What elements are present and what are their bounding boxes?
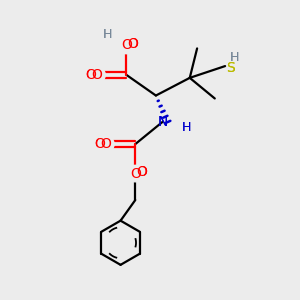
Text: O: O: [94, 137, 105, 151]
Circle shape: [89, 67, 105, 83]
Text: N: N: [157, 115, 168, 129]
Text: S: S: [226, 61, 235, 75]
Text: O: O: [128, 37, 138, 51]
Text: O: O: [136, 165, 147, 179]
Circle shape: [118, 37, 135, 54]
Text: O: O: [94, 137, 105, 151]
Text: O: O: [136, 165, 147, 179]
Text: N: N: [157, 115, 168, 129]
Text: H: H: [230, 51, 239, 64]
Text: H: H: [103, 28, 112, 41]
Text: O: O: [128, 37, 138, 51]
Text: O: O: [121, 38, 132, 52]
Text: H: H: [182, 122, 191, 134]
Text: S: S: [226, 61, 235, 75]
Text: O: O: [130, 167, 141, 181]
Circle shape: [98, 136, 114, 152]
Text: O: O: [100, 137, 111, 151]
Text: H: H: [182, 122, 191, 134]
Text: O: O: [85, 68, 96, 82]
Circle shape: [127, 165, 143, 182]
Text: H: H: [230, 51, 239, 64]
Text: H: H: [103, 28, 112, 41]
Text: O: O: [92, 68, 102, 82]
Text: O: O: [85, 68, 96, 82]
